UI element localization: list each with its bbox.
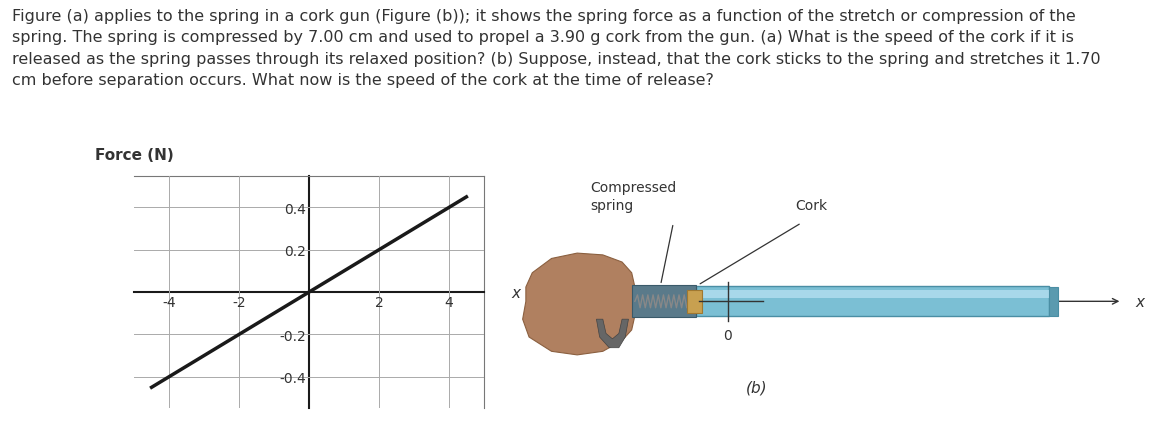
Polygon shape [596, 319, 628, 348]
Text: Compressed
spring: Compressed spring [590, 180, 676, 212]
Text: (b): (b) [746, 379, 767, 394]
Polygon shape [522, 254, 634, 355]
FancyBboxPatch shape [696, 290, 1048, 298]
Text: 0: 0 [723, 329, 732, 342]
Text: x: x [1135, 294, 1144, 309]
FancyBboxPatch shape [1048, 287, 1059, 316]
FancyBboxPatch shape [632, 286, 696, 318]
FancyBboxPatch shape [696, 287, 1048, 316]
Text: Figure (a) applies to the spring in a cork gun (Figure (b)); it shows the spring: Figure (a) applies to the spring in a co… [12, 9, 1101, 88]
Text: x (cm): x (cm) [512, 285, 561, 300]
Text: Cork: Cork [795, 199, 828, 212]
FancyBboxPatch shape [688, 290, 702, 313]
Text: Force (N): Force (N) [94, 147, 174, 163]
